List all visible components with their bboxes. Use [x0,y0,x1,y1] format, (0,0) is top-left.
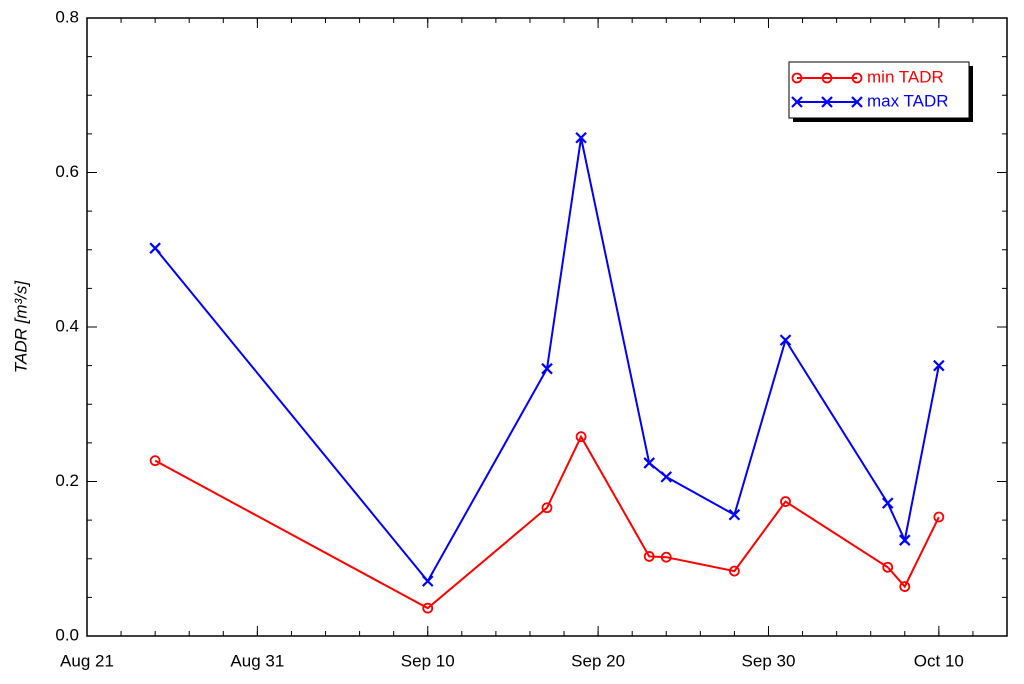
x-tick-label: Oct 10 [914,651,964,670]
marker [660,471,673,483]
marker [421,575,434,587]
x-tick-label: Aug 31 [230,651,284,670]
y-tick-label: 0.6 [55,162,79,181]
marker [575,431,587,443]
marker [643,551,655,562]
x-tick-label: Sep 20 [571,651,625,670]
y-tick-label: 0.0 [55,625,79,644]
marker [660,551,672,563]
marker [575,131,587,144]
y-tick-label: 0.8 [55,7,79,26]
marker [882,561,894,573]
marker [541,362,553,375]
marker [899,581,911,592]
marker [933,359,945,372]
marker [149,242,161,254]
y-tick-label: 0.2 [55,471,79,490]
marker [933,511,945,523]
legend-marker [821,96,833,108]
legend-label: min TADR [867,67,944,86]
x-tick-label: Sep 10 [401,651,455,670]
legend-label: max TADR [867,91,949,110]
marker [729,565,740,577]
legend-marker [851,96,863,108]
legend-marker [851,72,863,84]
x-tick-label: Aug 21 [60,651,114,670]
legend-marker [791,96,803,108]
marker [728,508,741,521]
legend-marker [791,72,803,84]
legend-marker [821,72,833,84]
marker [643,457,655,469]
x-tick-label: Sep 30 [742,651,796,670]
marker [422,602,434,614]
legend: min TADR max TADR [788,61,973,122]
marker [149,455,161,467]
y-tick-label: 0.4 [55,316,79,335]
marker [899,534,911,546]
y-axis-label: TADR [m³/s] [11,280,30,374]
legend-box [788,61,970,119]
marker [780,496,791,507]
marker [541,502,553,514]
series-line [154,137,940,583]
series-line [154,434,940,610]
marker [881,497,894,509]
marker [779,334,792,346]
